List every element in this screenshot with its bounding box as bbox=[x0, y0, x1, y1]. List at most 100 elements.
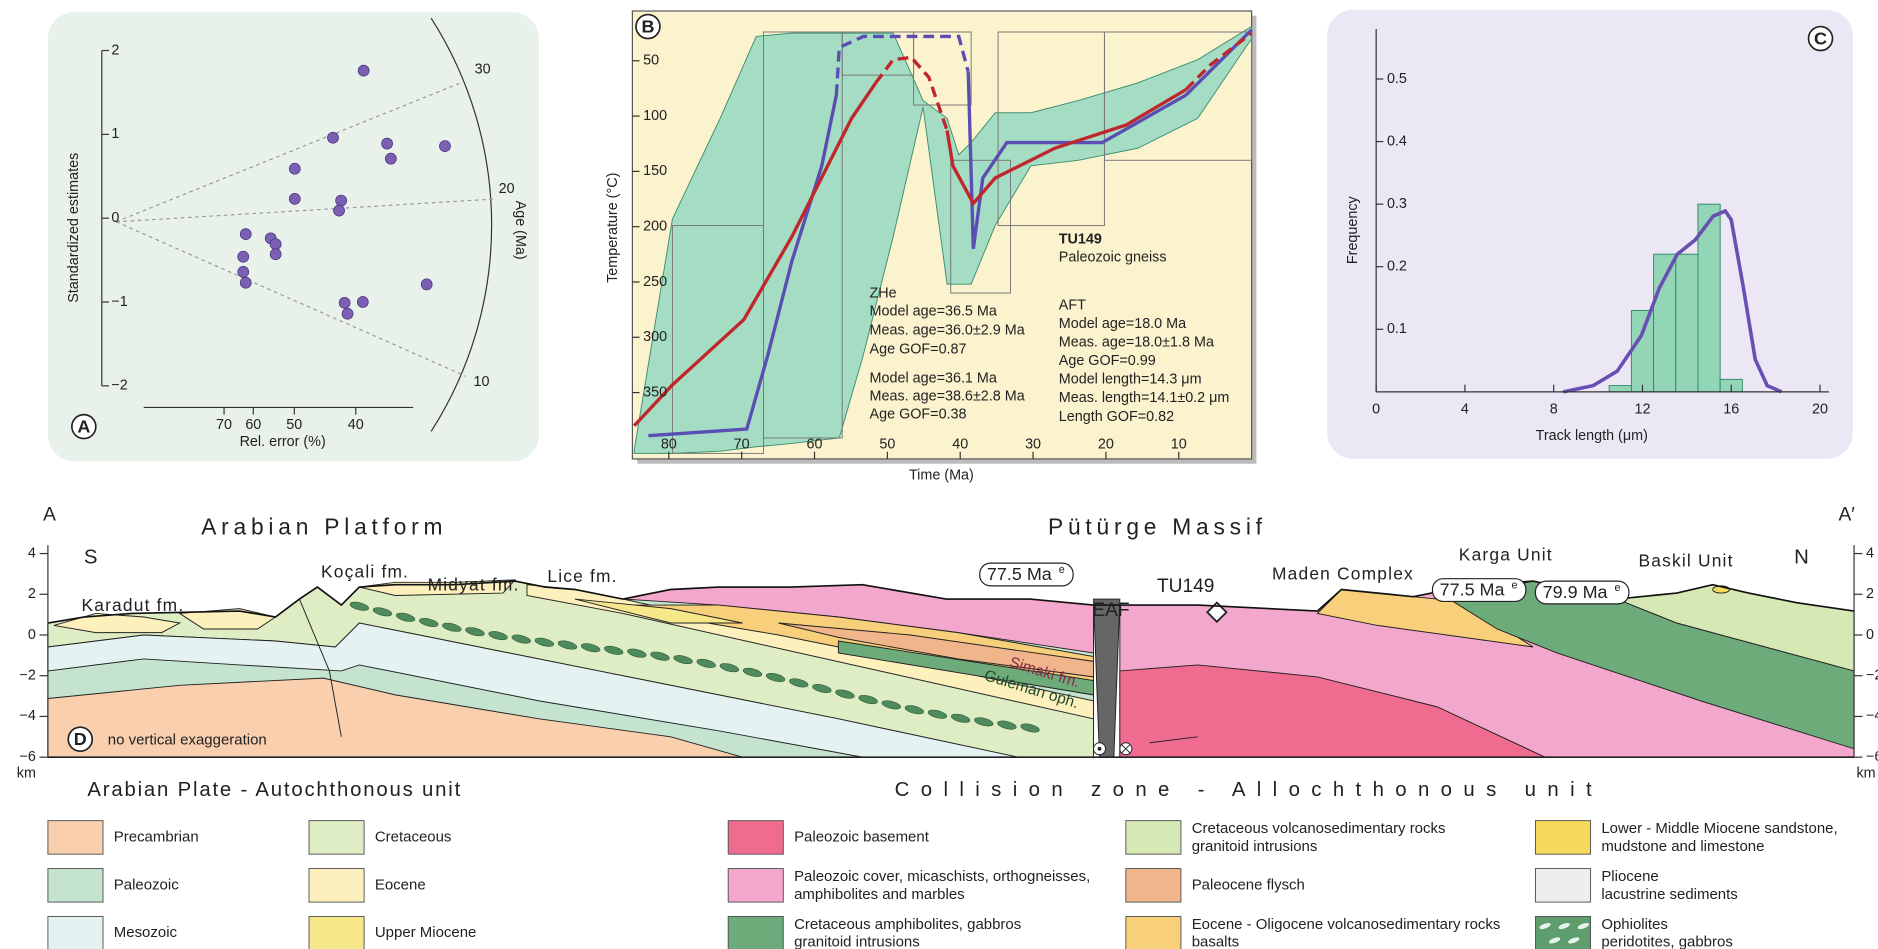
legend-swatch bbox=[47, 820, 104, 855]
legend-label: Precambrian bbox=[114, 828, 199, 845]
x-tick-label: 50 bbox=[286, 417, 302, 433]
ophiolite-block bbox=[650, 651, 670, 661]
legend-label: granitoid intrusions bbox=[794, 934, 920, 949]
zhe-line: Model age=36.1 Ma bbox=[870, 370, 997, 386]
thrust bbox=[298, 598, 342, 737]
aft-line: AFT bbox=[1059, 297, 1086, 313]
ophiolite-block bbox=[1020, 723, 1040, 733]
point bbox=[338, 297, 351, 309]
legend-label: Cretaceous amphibolites, gabbros bbox=[794, 916, 1021, 933]
x-axis-label: Rel. error (%) bbox=[240, 434, 326, 450]
x-tick-label: 4 bbox=[1461, 402, 1469, 418]
point bbox=[239, 228, 252, 240]
bar bbox=[1608, 385, 1632, 393]
y-tick-label: 350 bbox=[643, 384, 667, 400]
constraint-box bbox=[950, 159, 1011, 294]
legend-label: Upper Miocene bbox=[375, 924, 477, 941]
legend-swatch bbox=[1534, 915, 1592, 949]
depth-tick-label: 2 bbox=[1866, 586, 1874, 602]
x-tick-label: 30 bbox=[1025, 436, 1041, 452]
legend-swatch-pattern bbox=[1558, 922, 1570, 930]
legend-swatch bbox=[308, 820, 365, 855]
upper-miocene bbox=[574, 598, 743, 624]
aft-line: Age GOF=0.99 bbox=[1059, 353, 1156, 369]
depth-tick-label: −4 bbox=[1866, 708, 1878, 724]
x-tick-label: 70 bbox=[734, 436, 750, 452]
thrust bbox=[1149, 736, 1198, 744]
panel-letter-ring bbox=[67, 726, 94, 753]
zhe-line: Model age=36.5 Ma bbox=[870, 303, 997, 319]
ophiolite-block bbox=[465, 627, 485, 637]
depth-tick-label: −6 bbox=[20, 749, 36, 765]
legend-swatch-pattern bbox=[1548, 937, 1561, 944]
sample-marker bbox=[1206, 601, 1228, 624]
path-line bbox=[966, 28, 1253, 250]
legend-label: Pliocene bbox=[1601, 868, 1658, 885]
panel-letter-ring bbox=[1807, 25, 1834, 52]
point bbox=[327, 131, 339, 144]
aft-line: Model length=14.3 μm bbox=[1059, 372, 1202, 388]
label: 79.9 Ma bbox=[1543, 582, 1608, 602]
legend-label: Eocene bbox=[375, 876, 426, 893]
y-tick-label: −2 bbox=[111, 378, 127, 394]
paleocene-flysch bbox=[778, 622, 1094, 678]
age-box bbox=[1534, 580, 1630, 605]
cross-section bbox=[47, 579, 1855, 758]
point bbox=[333, 204, 345, 217]
depth-tick-label: 4 bbox=[1866, 545, 1874, 561]
x-tick-label: 40 bbox=[952, 436, 968, 452]
point bbox=[357, 64, 370, 77]
depth-unit: km bbox=[1856, 766, 1875, 782]
panel-letter: A bbox=[77, 417, 90, 437]
legend-label: Paleozoic cover, micaschists, orthogneis… bbox=[794, 868, 1090, 885]
constraint-box bbox=[763, 31, 843, 439]
ophiolite-block bbox=[997, 720, 1017, 730]
label: e bbox=[1059, 564, 1065, 576]
point bbox=[381, 137, 393, 150]
depth-unit: km bbox=[17, 766, 36, 782]
ophiolite-block bbox=[974, 717, 994, 727]
point bbox=[237, 250, 250, 263]
y-tick-label: 50 bbox=[643, 53, 659, 69]
legend-label: Mesozoic bbox=[114, 924, 178, 941]
rock-label: Paleozoic gneiss bbox=[1059, 250, 1167, 266]
point bbox=[356, 296, 369, 308]
label: Karadut fm. bbox=[81, 595, 184, 615]
point bbox=[439, 140, 451, 152]
zhe-line: Meas. age=36.0±2.9 Ma bbox=[870, 323, 1025, 339]
legend-label: Cretaceous bbox=[375, 828, 452, 845]
constraint-box bbox=[1103, 31, 1253, 161]
x-tick-label: 80 bbox=[661, 436, 677, 452]
age-axis-label: Age (Ma) bbox=[512, 201, 528, 260]
label: 77.5 Ma bbox=[1440, 579, 1505, 599]
ophiolite-block bbox=[742, 667, 763, 677]
legend-swatch bbox=[727, 820, 784, 855]
density-curve bbox=[1562, 208, 1783, 394]
x-tick-label: 8 bbox=[1550, 402, 1558, 418]
ophiolite-block bbox=[858, 695, 878, 705]
x-axis-label: Track length (μm) bbox=[1536, 428, 1648, 444]
y-tick-label: 0.1 bbox=[1387, 321, 1407, 337]
legend-swatch-pattern bbox=[1568, 937, 1580, 944]
fault-zone bbox=[1093, 598, 1121, 758]
depth-tick-label: −6 bbox=[1866, 749, 1878, 765]
legend-label: basalts bbox=[1192, 934, 1239, 949]
depth-tick-label: 0 bbox=[1866, 627, 1874, 643]
panel-a-bg bbox=[47, 12, 539, 462]
x-tick-label: 60 bbox=[245, 417, 261, 433]
y-tick-label: 250 bbox=[643, 274, 667, 290]
x-axis-label: Time (Ma) bbox=[909, 467, 974, 483]
legend-swatch-pattern bbox=[1577, 922, 1590, 930]
path-line bbox=[945, 88, 1187, 207]
label: Arabian Platform bbox=[201, 513, 447, 539]
age-tick-label: 20 bbox=[499, 181, 515, 197]
depth-tick-label: 4 bbox=[28, 545, 36, 561]
legend-swatch bbox=[727, 868, 784, 903]
legend-swatch bbox=[727, 915, 784, 949]
panel-letter: C bbox=[1814, 28, 1827, 48]
x-tick-label: 0 bbox=[1372, 402, 1380, 418]
aft-line: Length GOF=0.82 bbox=[1059, 409, 1174, 425]
age-box bbox=[1431, 578, 1527, 603]
